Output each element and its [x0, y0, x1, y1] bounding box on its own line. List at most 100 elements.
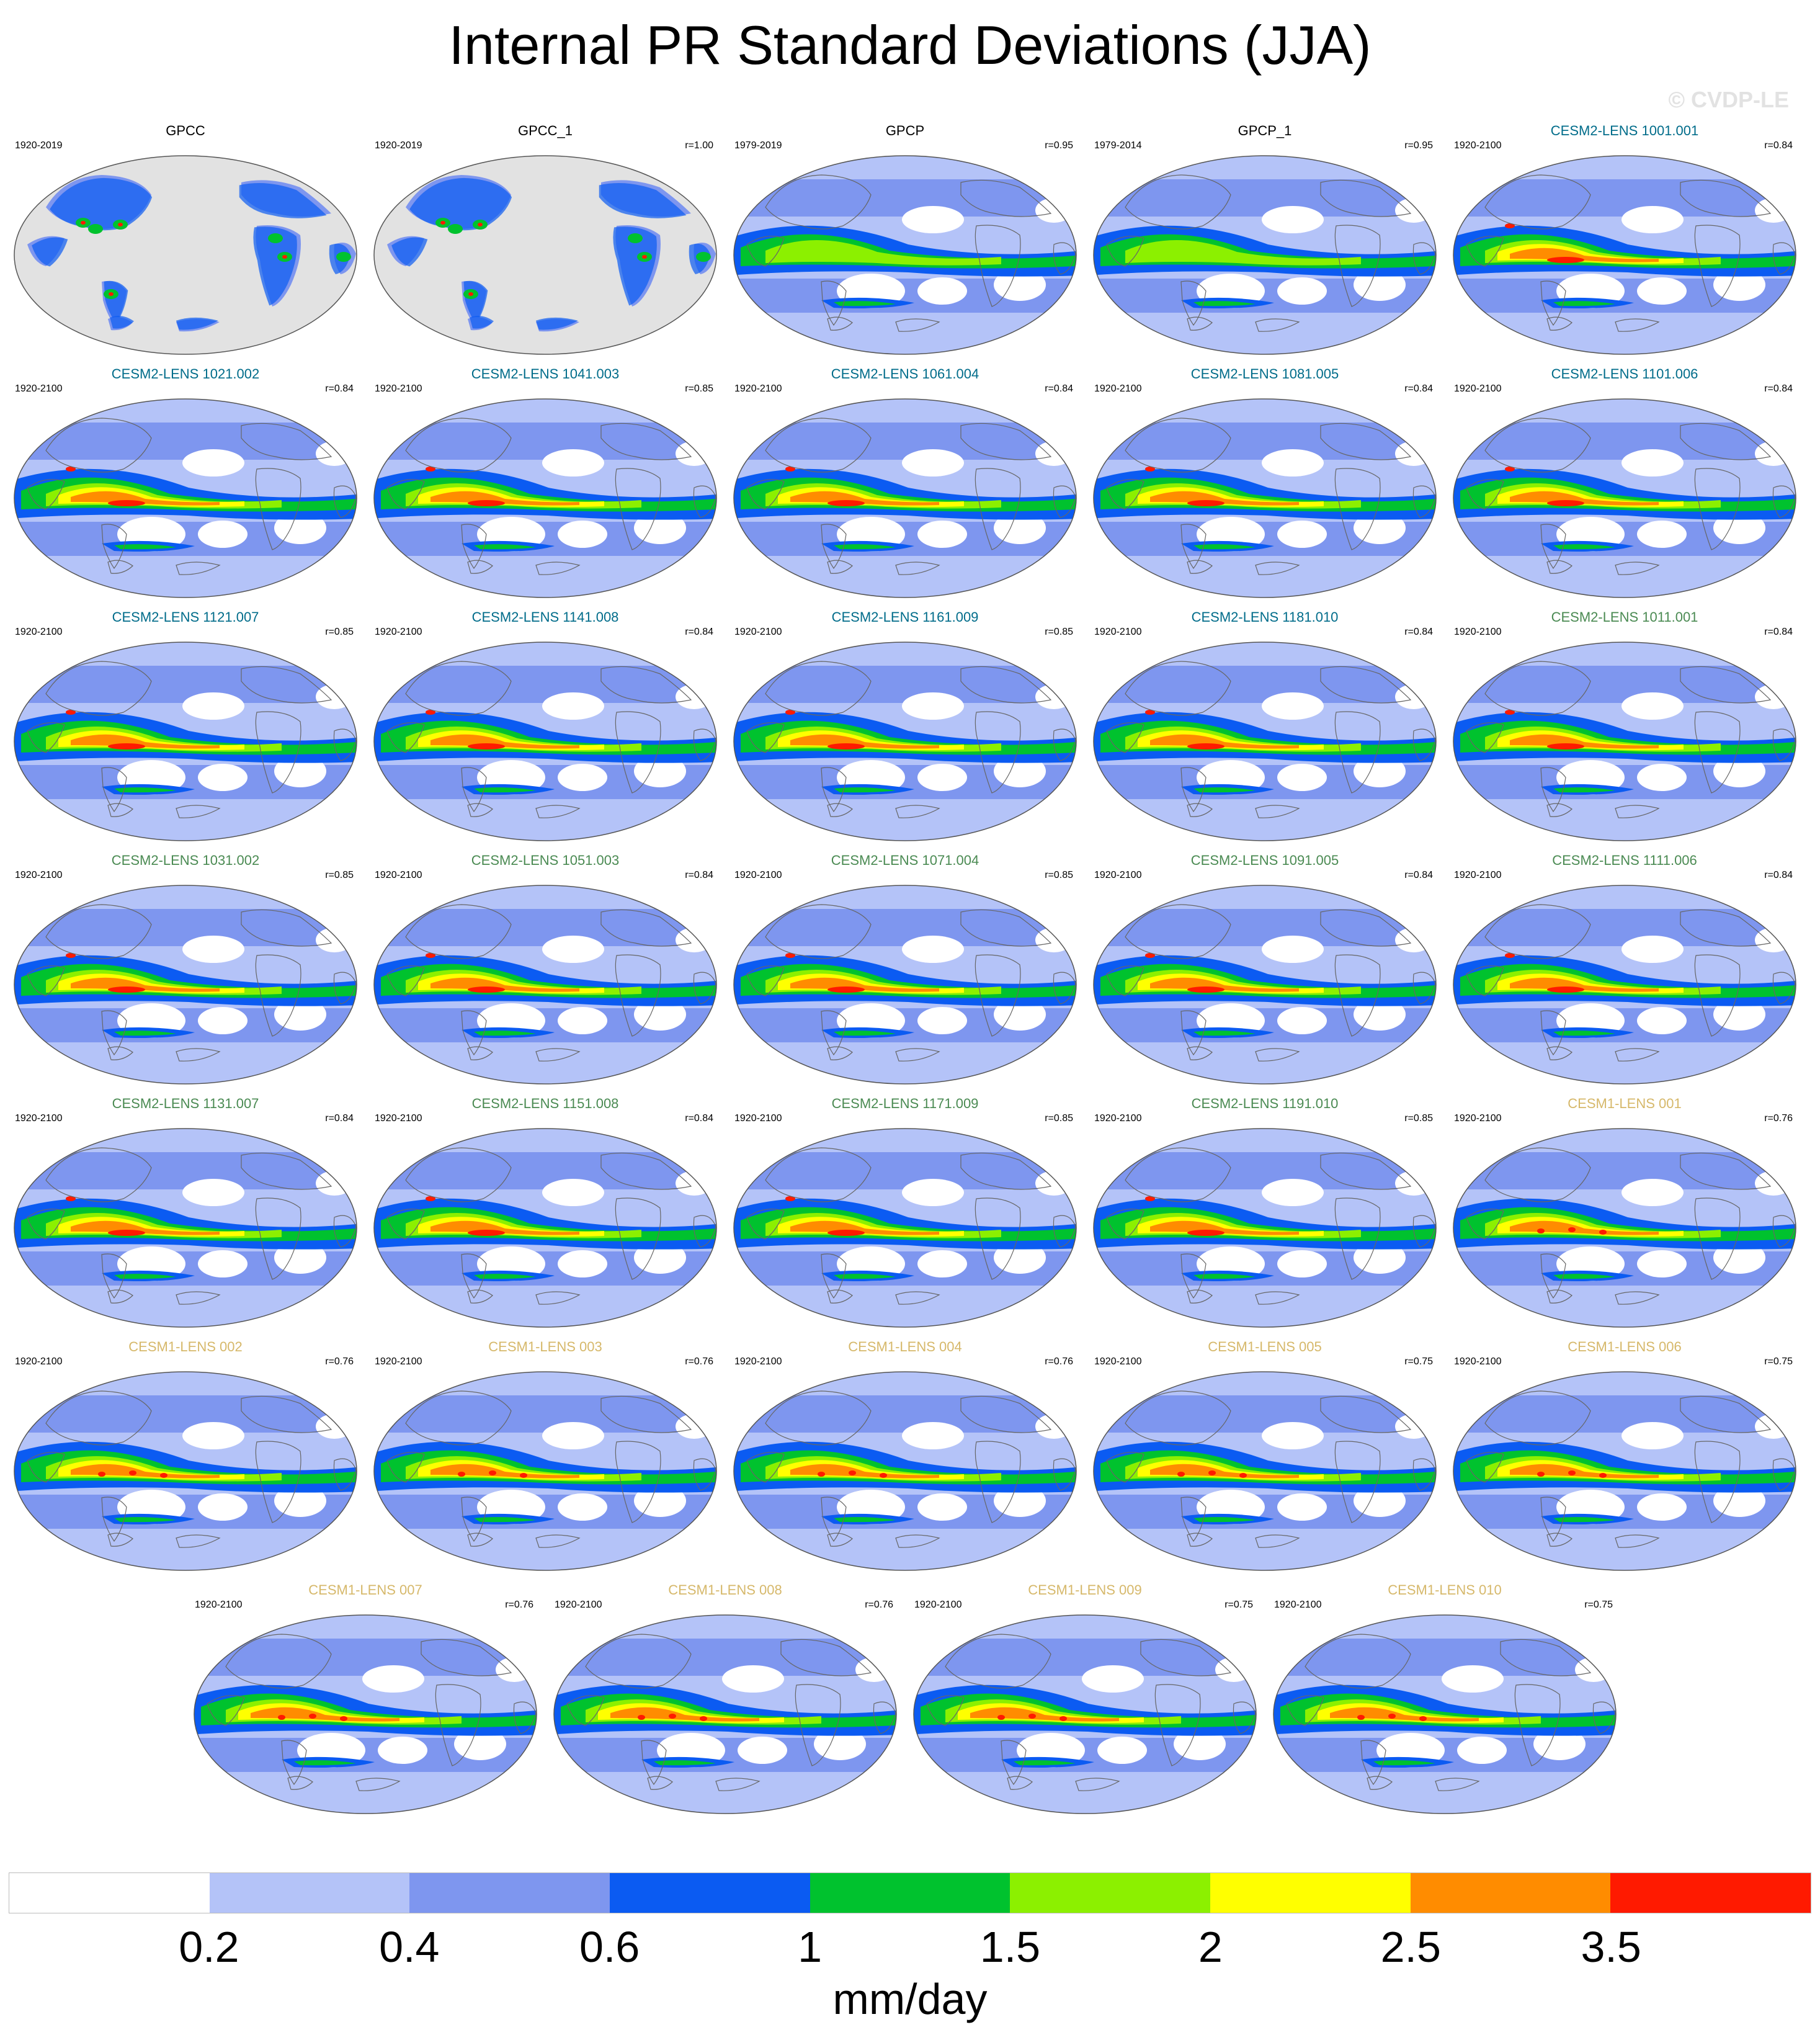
world-map [373, 642, 717, 841]
panel-correlation: r=0.84 [1764, 383, 1793, 394]
panel-correlation: r=0.95 [1045, 140, 1073, 151]
panel-title: CESM2-LENS 1001.001 [1550, 123, 1699, 138]
panel-years: 1920-2100 [1454, 383, 1502, 394]
world-map [733, 398, 1077, 598]
map-panel: CESM2-LENS 1121.007 1920-2100 r=0.85 [9, 603, 362, 845]
panel-correlation: r=0.85 [325, 870, 354, 880]
panel-years: 1920-2100 [734, 870, 782, 880]
map-panel: CESM2-LENS 1111.006 1920-2100 r=0.84 [1448, 846, 1801, 1088]
panel-years: 1920-2100 [1094, 1356, 1142, 1367]
map-panel: CESM2-LENS 1151.008 1920-2100 r=0.84 [368, 1089, 722, 1331]
panel-correlation: r=0.85 [325, 627, 354, 637]
panel-correlation: r=0.84 [325, 1113, 354, 1124]
world-map [1453, 885, 1796, 1085]
panel-title: GPCC [166, 123, 205, 138]
panel-years: 1920-2100 [555, 1599, 602, 1610]
map-panel: CESM2-LENS 1051.003 1920-2100 r=0.84 [368, 846, 722, 1088]
panel-title: CESM1-LENS 005 [1208, 1339, 1322, 1354]
world-map [14, 885, 357, 1085]
panel-years: 1920-2100 [1454, 140, 1502, 151]
panel-correlation: r=1.00 [685, 140, 713, 151]
panel-years: 1920-2100 [1454, 1356, 1502, 1367]
panel-correlation: r=0.84 [685, 1113, 713, 1124]
panel-correlation: r=0.76 [1764, 1113, 1793, 1124]
map-panel: CESM2-LENS 1081.005 1920-2100 r=0.84 [1088, 360, 1442, 602]
map-panel: CESM1-LENS 001 1920-2100 r=0.76 [1448, 1089, 1801, 1331]
panel-correlation: r=0.85 [1404, 1113, 1433, 1124]
panel-years: 1920-2100 [15, 383, 63, 394]
map-panel: GPCP_1 1979-2014 r=0.95 [1088, 117, 1442, 359]
colorbar-tick-label: 2 [1198, 1923, 1223, 1971]
world-map [14, 642, 357, 841]
panel-title: CESM2-LENS 1151.008 [471, 1096, 619, 1111]
panel-years: 1920-2100 [375, 870, 422, 880]
world-map [373, 885, 717, 1085]
world-map [373, 398, 717, 598]
world-map [14, 398, 357, 598]
panel-years: 1920-2100 [1274, 1599, 1322, 1610]
map-panel: CESM1-LENS 010 1920-2100 r=0.75 [1268, 1576, 1621, 1818]
panel-correlation: r=0.84 [685, 627, 713, 637]
colorbar-tick-label: 3.5 [1581, 1923, 1641, 1971]
world-map [733, 155, 1077, 355]
panel-correlation: r=0.84 [685, 870, 713, 880]
panel-title: CESM2-LENS 1101.006 [1551, 366, 1698, 382]
panel-years: 1920-2100 [1094, 627, 1142, 637]
panel-title: CESM1-LENS 006 [1568, 1339, 1682, 1354]
map-panel: CESM1-LENS 009 1920-2100 r=0.75 [908, 1576, 1262, 1818]
panel-title: CESM2-LENS 1081.005 [1190, 366, 1339, 382]
panel-years: 1979-2014 [1094, 140, 1142, 151]
world-map [14, 1371, 357, 1571]
panel-years: 1920-2100 [195, 1599, 243, 1610]
panel-correlation: r=0.84 [1045, 383, 1073, 394]
world-map [1093, 642, 1437, 841]
colorbar-segment [409, 1873, 610, 1913]
panel-title: CESM2-LENS 1131.007 [112, 1096, 259, 1111]
panel-correlation: r=0.85 [1045, 1113, 1073, 1124]
panel-title: CESM2-LENS 1061.004 [831, 366, 979, 382]
panel-correlation: r=0.75 [1404, 1356, 1433, 1367]
map-panel: CESM2-LENS 1171.009 1920-2100 r=0.85 [728, 1089, 1082, 1331]
map-panel: CESM1-LENS 007 1920-2100 r=0.76 [189, 1576, 542, 1818]
world-map [14, 155, 357, 355]
world-map [733, 1371, 1077, 1571]
colorbar-segment [1410, 1873, 1611, 1913]
world-map [1453, 1128, 1796, 1328]
colorbar-segment [810, 1873, 1010, 1913]
panel-correlation: r=0.85 [685, 383, 713, 394]
map-panel: CESM1-LENS 008 1920-2100 r=0.76 [548, 1576, 902, 1818]
panel-correlation: r=0.76 [865, 1599, 893, 1610]
map-panel: CESM2-LENS 1021.002 1920-2100 r=0.84 [9, 360, 362, 602]
map-panel: CESM2-LENS 1191.010 1920-2100 r=0.85 [1088, 1089, 1442, 1331]
map-panel: CESM1-LENS 005 1920-2100 r=0.75 [1088, 1333, 1442, 1575]
colorbar-tick-label: 2.5 [1380, 1923, 1441, 1971]
panel-years: 1920-2100 [1454, 627, 1502, 637]
panel-years: 1920-2100 [914, 1599, 962, 1610]
panel-title: CESM2-LENS 1171.009 [831, 1096, 979, 1111]
panel-correlation: r=0.84 [1764, 140, 1793, 151]
panel-correlation: r=0.75 [1584, 1599, 1613, 1610]
world-map [1093, 1371, 1437, 1571]
panel-correlation: r=0.84 [1764, 870, 1793, 880]
map-panel: CESM1-LENS 002 1920-2100 r=0.76 [9, 1333, 362, 1575]
panel-correlation: r=0.76 [1045, 1356, 1073, 1367]
panel-title: GPCP_1 [1238, 123, 1292, 138]
map-panel: CESM2-LENS 1181.010 1920-2100 r=0.84 [1088, 603, 1442, 845]
colorbar-tick-label: 1.5 [979, 1923, 1041, 1971]
panel-correlation: r=0.84 [1404, 870, 1433, 880]
colorbar-segment [209, 1873, 410, 1913]
panel-title: CESM1-LENS 009 [1028, 1582, 1142, 1598]
map-panel: CESM1-LENS 004 1920-2100 r=0.76 [728, 1333, 1082, 1575]
panel-title: GPCP [885, 123, 925, 138]
panel-title: CESM2-LENS 1161.009 [831, 609, 979, 625]
panel-years: 1920-2100 [734, 1356, 782, 1367]
world-map [1273, 1614, 1617, 1814]
panel-years: 1920-2100 [375, 1113, 422, 1124]
map-panel: CESM2-LENS 1131.007 1920-2100 r=0.84 [9, 1089, 362, 1331]
panel-years: 1920-2100 [734, 1113, 782, 1124]
colorbar-segment [1610, 1873, 1811, 1913]
colorbar-tick-label: 0.2 [179, 1923, 239, 1971]
world-map [1453, 642, 1796, 841]
watermark: © CVDP-LE [1668, 87, 1789, 112]
panel-title: CESM1-LENS 003 [488, 1339, 602, 1354]
